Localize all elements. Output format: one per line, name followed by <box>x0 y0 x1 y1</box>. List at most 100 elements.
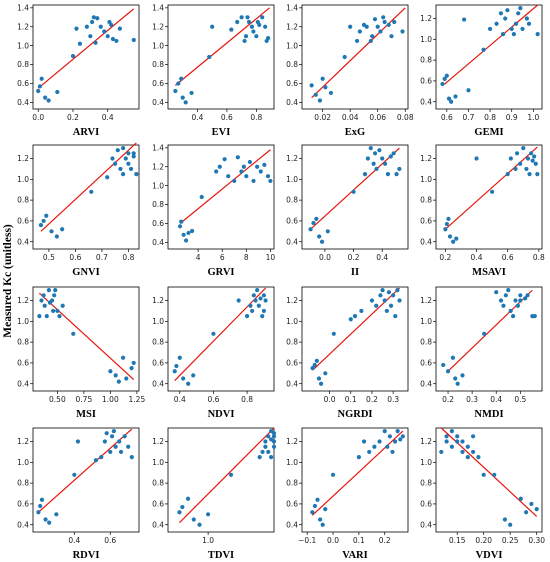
data-point <box>311 220 316 226</box>
data-point <box>317 98 322 103</box>
data-point <box>534 507 539 512</box>
data-point <box>261 293 267 298</box>
x-tick-label: 0.6 <box>502 253 514 262</box>
y-tick-label: 0.6 <box>420 77 432 86</box>
plot-frame <box>301 427 409 533</box>
data-point <box>77 41 83 46</box>
data-point <box>386 290 392 295</box>
plot-frame <box>32 286 140 392</box>
data-point <box>60 227 65 232</box>
data-point <box>217 164 222 169</box>
data-point <box>260 15 265 20</box>
x-tick-label: 0.7 <box>462 113 474 122</box>
x-axis-label: GEMI <box>474 127 503 138</box>
data-point <box>179 219 184 224</box>
data-point <box>253 298 258 303</box>
data-point <box>382 19 387 25</box>
y-tick-label: 0.4 <box>152 379 164 388</box>
data-point <box>191 517 196 522</box>
data-point <box>500 32 506 37</box>
data-point <box>368 146 373 151</box>
data-point <box>314 216 319 221</box>
y-tick-label: 0.8 <box>286 338 298 347</box>
x-tick-label: 0.8 <box>533 253 545 262</box>
data-point <box>128 166 134 172</box>
data-point <box>352 314 358 319</box>
y-tick-label: 1.2 <box>17 296 29 305</box>
data-point <box>118 166 123 172</box>
data-point <box>179 76 184 81</box>
data-point <box>183 100 188 105</box>
y-tick-label: 1.0 <box>420 175 432 184</box>
data-point <box>46 98 51 103</box>
data-point <box>37 84 43 89</box>
data-point <box>525 293 530 298</box>
data-point <box>258 169 263 174</box>
data-point <box>441 362 446 368</box>
x-tick-label: 0.1 <box>353 536 365 545</box>
data-point <box>110 156 115 161</box>
x-tick-label: 0.08 <box>397 113 414 122</box>
data-point <box>239 169 244 174</box>
data-point <box>503 16 508 21</box>
data-point <box>320 522 325 527</box>
y-axis-label: Measured Kc (unitless) <box>2 224 14 338</box>
data-point <box>108 449 113 455</box>
plot-frame <box>435 144 543 250</box>
panel-vdvi: 0.15 0.20 0.25 0.30 0.4 0.6 0.8 1.0 1.2 VDVI <box>420 427 545 561</box>
data-point <box>109 22 114 27</box>
y-tick-label: 0.8 <box>17 196 29 205</box>
data-point <box>180 95 185 100</box>
data-point <box>72 472 77 477</box>
panel-ndvi: 0.4 0.6 0.8 0.4 0.6 0.8 1.0 1.2 NDVI <box>152 286 275 420</box>
data-point <box>314 358 319 363</box>
data-point <box>317 517 323 522</box>
data-point <box>465 444 470 449</box>
x-tick-label: 0.4 <box>174 395 186 404</box>
x-tick-label: 0.8 <box>122 253 134 262</box>
x-tick-label: 0.2 <box>348 253 360 262</box>
y-tick-label: 0.8 <box>420 196 432 205</box>
fit-line <box>174 7 270 86</box>
data-point <box>126 151 131 156</box>
data-point <box>509 26 514 32</box>
data-point <box>51 308 56 314</box>
data-point <box>269 455 274 460</box>
data-point <box>131 154 136 159</box>
data-point <box>518 496 523 501</box>
plot-frame <box>32 144 140 250</box>
data-point <box>400 434 405 439</box>
data-point <box>389 34 394 39</box>
data-point <box>206 512 211 517</box>
y-tick-label: 0.8 <box>286 479 298 488</box>
data-point <box>93 458 98 463</box>
x-tick-label: 0.2 <box>439 253 451 262</box>
x-tick-label: 0.7 <box>96 253 108 262</box>
data-point <box>131 151 136 156</box>
data-point <box>43 517 48 522</box>
data-point <box>266 434 271 439</box>
fit-line <box>40 142 137 232</box>
x-axis-label: EVI <box>212 127 231 138</box>
y-tick-label: 0.6 <box>17 79 29 88</box>
y-tick-label: 0.6 <box>286 359 298 368</box>
data-point <box>518 298 523 303</box>
data-point <box>249 24 255 29</box>
x-tick-label: 4 <box>196 253 201 262</box>
data-point <box>515 303 521 308</box>
data-point <box>118 449 124 455</box>
data-point <box>229 27 234 32</box>
data-point <box>397 166 402 172</box>
data-point <box>382 429 387 434</box>
y-tick-label: 1.0 <box>152 317 164 326</box>
y-tick-label: 0.4 <box>17 237 29 246</box>
x-tick-label: 0.0 <box>324 395 336 404</box>
data-point <box>482 331 487 336</box>
data-point <box>186 230 191 236</box>
data-point <box>387 434 393 439</box>
x-axis-label: NDVI <box>208 409 235 420</box>
y-tick-label: 1.0 <box>17 175 29 184</box>
y-tick-label: 1.2 <box>152 296 164 305</box>
data-point <box>444 434 449 439</box>
y-tick-label: 1.2 <box>420 296 432 305</box>
